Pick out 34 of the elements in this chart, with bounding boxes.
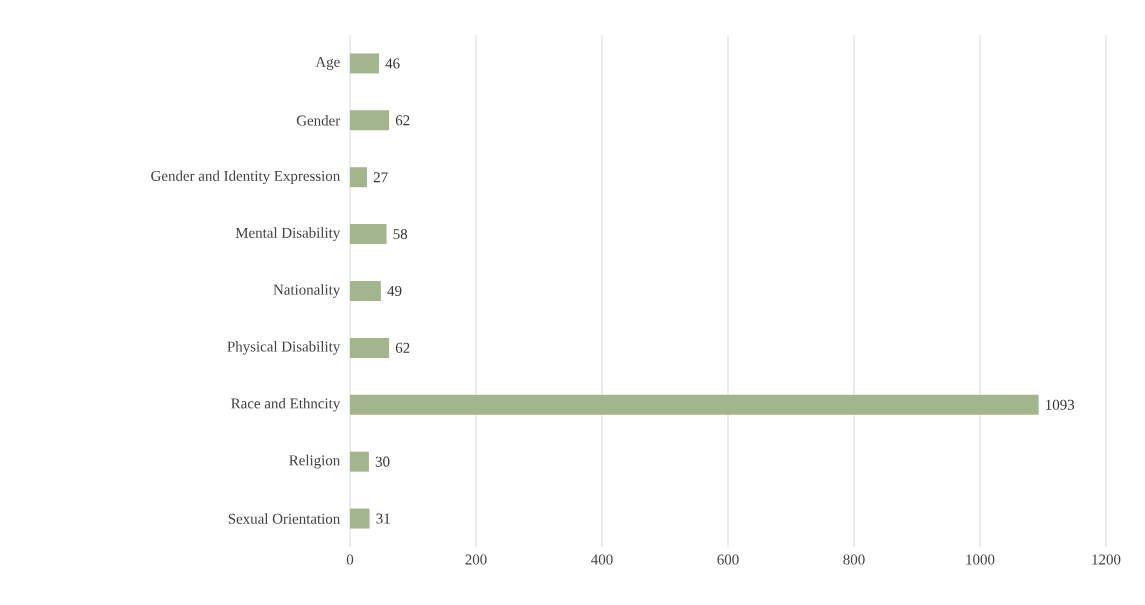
data-label: 62 bbox=[395, 342, 410, 353]
y-tick-label: Race and Ethncity bbox=[231, 397, 341, 412]
data-label: 27 bbox=[373, 172, 388, 183]
y-tick-label: Religion bbox=[289, 454, 341, 469]
bar bbox=[350, 394, 1039, 415]
bar bbox=[350, 53, 379, 74]
bar bbox=[350, 224, 387, 245]
x-tick-label: 800 bbox=[843, 554, 865, 565]
bar bbox=[350, 167, 368, 188]
y-tick-label: Age bbox=[315, 56, 340, 70]
data-label: 30 bbox=[375, 456, 390, 467]
y-tick-label: Mental Disability bbox=[235, 227, 341, 241]
bar bbox=[350, 451, 369, 472]
x-tick-label: 1000 bbox=[966, 554, 995, 565]
data-label: 31 bbox=[376, 513, 390, 524]
bar bbox=[350, 110, 390, 131]
bar bbox=[350, 280, 381, 301]
y-tick-label: Gender and Identity Expression bbox=[151, 170, 341, 185]
y-tick-label: Nationality bbox=[273, 284, 341, 298]
data-label: 1093 bbox=[1046, 399, 1075, 410]
y-tick-label: Sexual Orientation bbox=[228, 513, 341, 524]
x-tick-label: 0 bbox=[346, 554, 354, 565]
data-label: 49 bbox=[387, 285, 402, 297]
y-tick-label: Physical Disability bbox=[227, 341, 341, 355]
data-label: 58 bbox=[393, 229, 408, 240]
x-tick-label: 600 bbox=[717, 554, 739, 565]
data-label: 62 bbox=[395, 115, 410, 126]
bar bbox=[350, 508, 370, 529]
x-tick-label: 200 bbox=[465, 554, 487, 565]
x-tick-label: 400 bbox=[591, 554, 613, 565]
y-tick-label: Gender bbox=[296, 115, 341, 126]
x-tick-label: 1200 bbox=[1092, 554, 1121, 565]
bar bbox=[350, 337, 390, 358]
data-label: 46 bbox=[385, 58, 400, 69]
